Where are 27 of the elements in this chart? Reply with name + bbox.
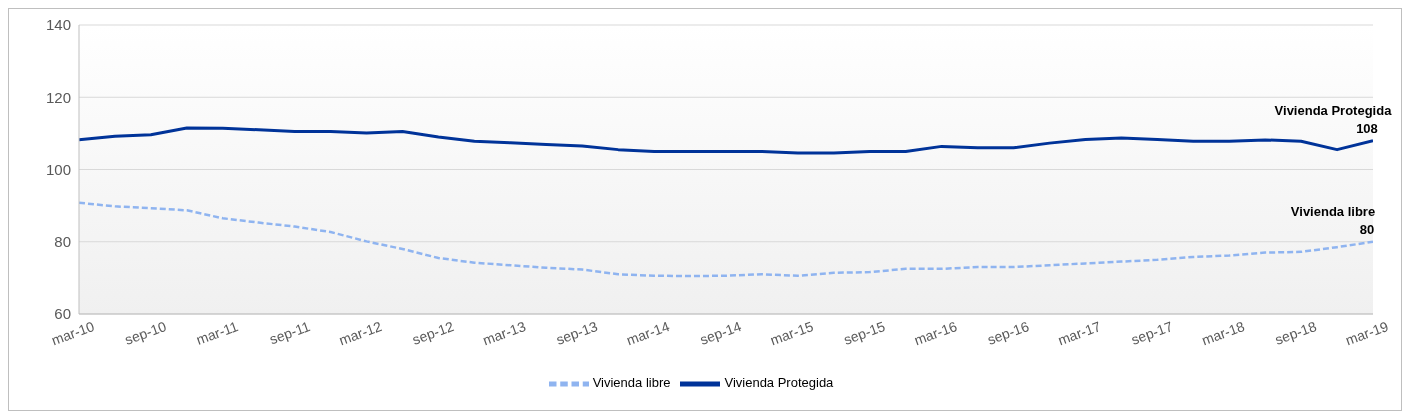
x-tick-label: sep-16 — [985, 318, 1032, 348]
text: Vivienda libre — [1290, 203, 1376, 219]
x-tick-label: sep-15 — [841, 318, 888, 348]
y-tick-label: 100 — [45, 160, 71, 178]
x-tick-label: sep-11 — [267, 318, 313, 348]
legend-label: Vivienda libre — [592, 375, 671, 391]
x-tick-label: sep-12 — [410, 318, 457, 348]
text: Vivienda Protegida — [1274, 102, 1392, 118]
y-tick-label: 140 — [45, 16, 71, 34]
x-tick-label: sep-18 — [1272, 318, 1319, 348]
y-tick-label: 80 — [54, 233, 71, 251]
data-label: 108 — [1356, 120, 1378, 136]
x-tick-label: mar-11 — [194, 318, 241, 348]
x-tick-label: mar-18 — [1199, 318, 1247, 349]
x-tick-label: mar-15 — [768, 318, 816, 349]
x-tick-label: mar-12 — [336, 318, 385, 349]
x-tick-label: mar-16 — [911, 318, 960, 349]
line-series — [79, 201, 1373, 278]
data-label: 80 — [1359, 221, 1375, 237]
x-tick-label: sep-13 — [553, 318, 600, 348]
x-tick-label: mar-14 — [624, 318, 672, 349]
x-tick-label: sep-10 — [122, 318, 169, 348]
legend-label: Vivienda Protegida — [724, 375, 834, 391]
x-tick-label: mar-19 — [1343, 318, 1391, 349]
x-tick-label: sep-14 — [697, 318, 744, 348]
x-tick-label: mar-13 — [480, 318, 528, 349]
y-tick-label: 120 — [45, 88, 71, 106]
